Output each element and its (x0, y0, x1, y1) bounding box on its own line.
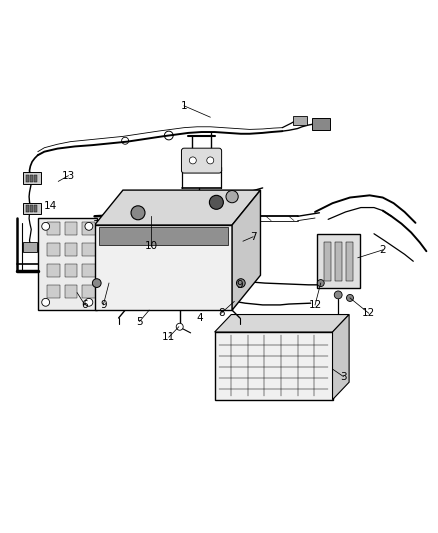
Bar (82, 222, 95, 235)
Bar (25, 205, 28, 212)
Circle shape (226, 190, 238, 203)
Polygon shape (215, 332, 332, 400)
Bar (65, 222, 77, 235)
Polygon shape (215, 314, 349, 332)
Text: 6: 6 (81, 300, 88, 310)
Bar (346, 241, 353, 281)
Bar (47, 243, 60, 256)
Text: 3: 3 (340, 372, 347, 382)
Circle shape (131, 206, 145, 220)
Bar (30, 205, 33, 212)
Bar (82, 243, 95, 256)
Circle shape (334, 291, 342, 299)
Text: 14: 14 (44, 201, 57, 211)
Text: 12: 12 (362, 308, 375, 318)
Circle shape (85, 298, 93, 306)
Bar (38, 219, 97, 310)
Bar (34, 175, 37, 182)
FancyBboxPatch shape (317, 234, 360, 288)
Text: 10: 10 (145, 240, 158, 251)
Text: 1: 1 (181, 101, 187, 111)
FancyBboxPatch shape (293, 116, 307, 125)
FancyBboxPatch shape (312, 118, 330, 130)
Polygon shape (95, 190, 261, 225)
Bar (82, 285, 95, 298)
Circle shape (317, 280, 324, 287)
Bar (99, 227, 228, 245)
Circle shape (189, 157, 196, 164)
Bar (65, 264, 77, 277)
Text: 8: 8 (218, 308, 225, 318)
Circle shape (209, 195, 223, 209)
Bar (335, 241, 342, 281)
Bar (324, 241, 331, 281)
FancyBboxPatch shape (181, 148, 222, 173)
Bar (65, 285, 77, 298)
Circle shape (237, 279, 245, 287)
FancyBboxPatch shape (22, 203, 41, 214)
Circle shape (42, 222, 49, 230)
Bar (47, 222, 60, 235)
Text: 13: 13 (62, 171, 75, 181)
Circle shape (85, 222, 93, 230)
Text: 7: 7 (250, 232, 256, 242)
Circle shape (207, 157, 214, 164)
Text: 4: 4 (196, 313, 203, 323)
Bar (34, 205, 37, 212)
Polygon shape (332, 314, 349, 400)
Bar (82, 264, 95, 277)
Text: 11: 11 (162, 332, 175, 342)
Polygon shape (232, 190, 261, 310)
FancyBboxPatch shape (22, 243, 37, 252)
Bar (47, 264, 60, 277)
Text: 9: 9 (100, 300, 106, 310)
Polygon shape (95, 225, 232, 310)
Bar (47, 285, 60, 298)
Circle shape (346, 294, 353, 302)
Text: 9: 9 (237, 280, 243, 290)
Bar (65, 243, 77, 256)
FancyBboxPatch shape (22, 172, 41, 184)
Bar (25, 175, 28, 182)
Circle shape (92, 279, 101, 287)
Circle shape (176, 323, 183, 330)
Text: 12: 12 (308, 300, 321, 310)
Text: 2: 2 (379, 245, 386, 255)
Bar (30, 175, 33, 182)
Text: 5: 5 (136, 317, 143, 327)
Circle shape (42, 298, 49, 306)
